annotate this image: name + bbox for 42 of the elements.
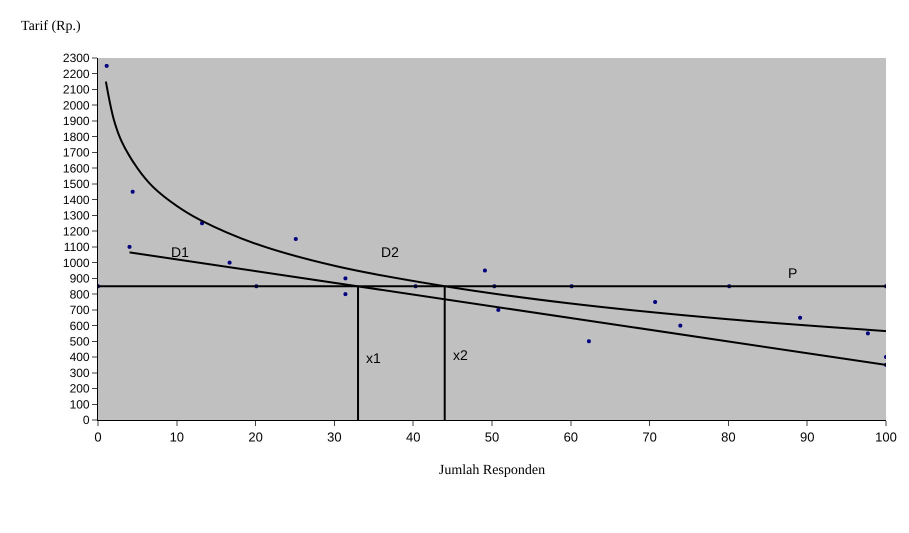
y-tick-label: 300 — [70, 366, 90, 380]
y-tick-label: 2100 — [62, 82, 90, 97]
y-tick-label: 1700 — [62, 146, 90, 160]
x-tick-label: 30 — [327, 430, 342, 445]
y-tick-label: 1400 — [62, 192, 90, 207]
y-tick-label: 1900 — [62, 114, 90, 128]
y-tick-label: 700 — [70, 303, 90, 318]
x-tick-label: 50 — [484, 430, 500, 445]
x-tick-label: 0 — [94, 430, 102, 445]
y-tick-label: 0 — [82, 413, 90, 428]
x-tick-label: 20 — [248, 430, 263, 445]
annotation: P — [788, 265, 798, 281]
y-tick-label: 1500 — [62, 177, 90, 192]
y-tick-label: 600 — [70, 318, 90, 333]
x-tick-label: 70 — [642, 430, 657, 445]
y-tick-label: 1100 — [64, 240, 90, 254]
x-tick-label: 90 — [800, 430, 814, 445]
y-axis-title: Tarif (Rp.) — [21, 19, 81, 34]
y-tick-label: 1800 — [62, 130, 90, 144]
x-tick-label: 10 — [170, 430, 184, 445]
annotation: D2 — [381, 244, 400, 260]
x-axis-title: Jumlah Responden — [438, 462, 546, 478]
y-tick-label: 2200 — [62, 66, 90, 81]
x-tick-label: 100 — [875, 430, 897, 445]
y-tick-label: 1600 — [62, 161, 90, 176]
annotation: x1 — [366, 350, 381, 366]
y-tick-label: 500 — [70, 334, 90, 348]
y-tick-label: 200 — [70, 382, 90, 396]
annotation: D1 — [171, 244, 190, 260]
y-tick-label: 1000 — [62, 256, 90, 270]
y-tick-label: 900 — [70, 272, 90, 286]
x-tick-label: 80 — [721, 430, 736, 445]
y-tick-label: 1200 — [62, 224, 90, 238]
y-tick-label: 800 — [70, 287, 90, 302]
x-tick-label: 60 — [564, 430, 578, 445]
y-tick-label: 2300 — [62, 51, 90, 66]
annotation: x2 — [453, 347, 468, 363]
y-tick-label: 400 — [70, 350, 90, 364]
y-tick-label: 2000 — [62, 98, 90, 112]
y-tick-label: 100 — [70, 397, 90, 412]
y-tick-label: 1300 — [62, 208, 90, 223]
x-tick-label: 40 — [406, 430, 420, 445]
